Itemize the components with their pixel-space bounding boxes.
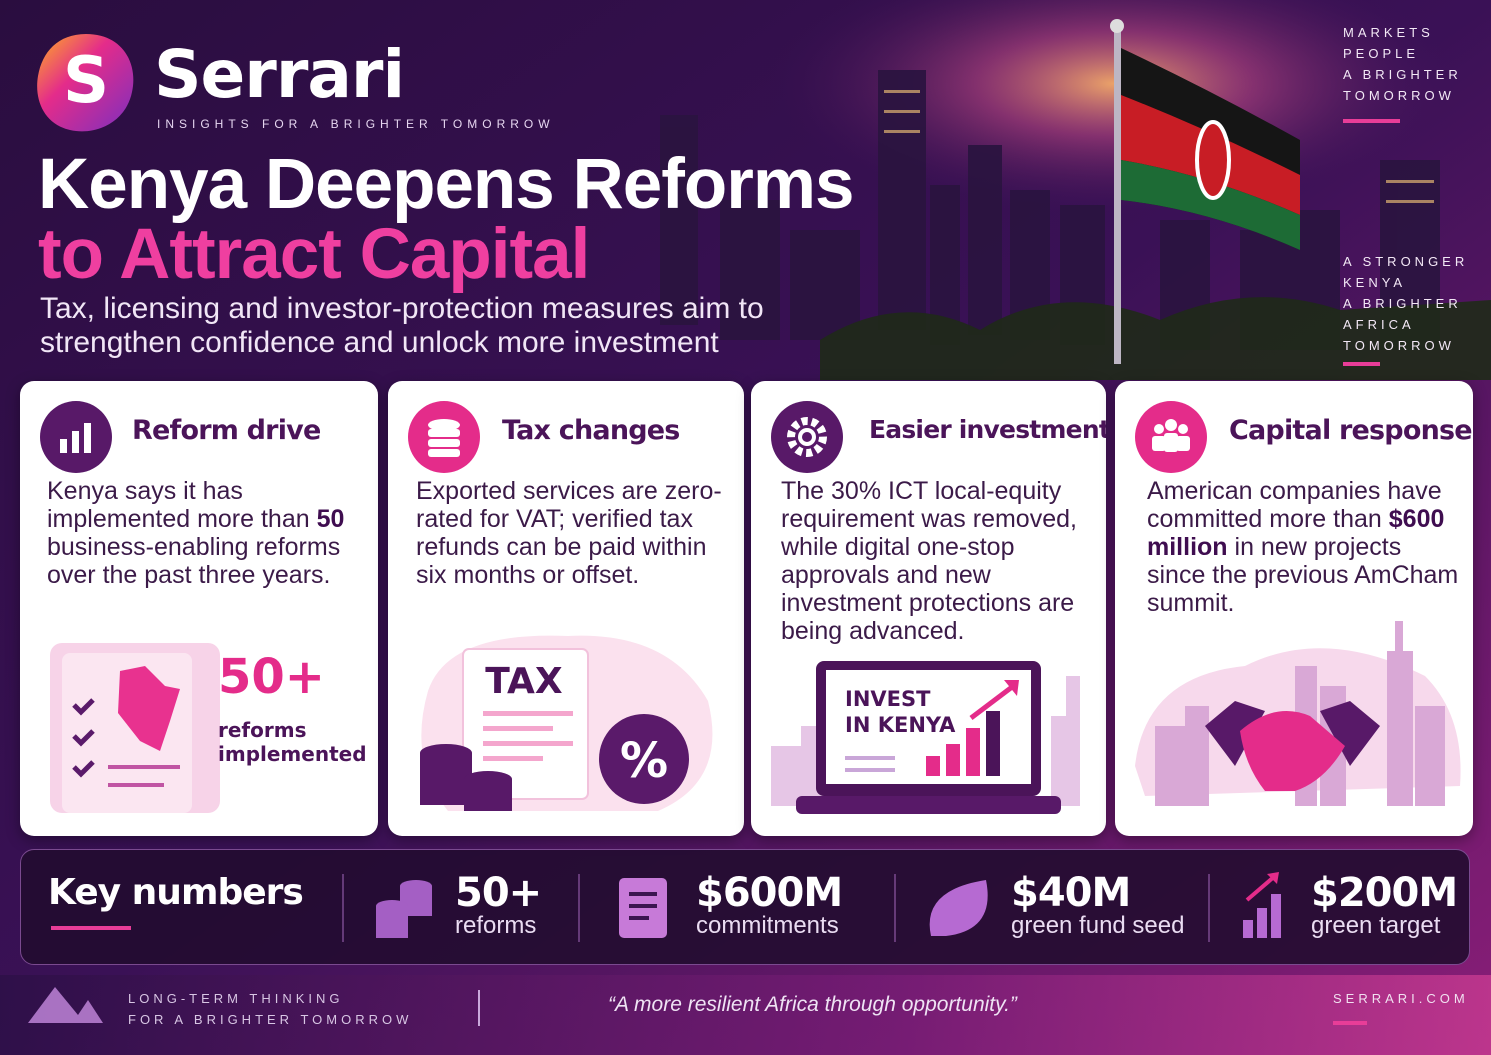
key-label: green fund seed: [1011, 912, 1185, 939]
body-text: in new projects since the previous AmCha…: [1147, 533, 1459, 617]
side-line: MARKETS: [1343, 25, 1434, 40]
key-value: $600M: [696, 870, 843, 916]
side-line: TOMORROW: [1343, 338, 1455, 353]
body-text: Kenya says it has implemented more than: [47, 477, 317, 533]
card-body: The 30% ICT local-equity requirement was…: [781, 477, 1091, 645]
side-line: AFRICA: [1343, 317, 1415, 332]
key-value: 50+: [455, 870, 542, 916]
art-text: %: [620, 733, 668, 789]
illustration: 50+ reforms implemented: [50, 643, 367, 813]
card: Capital response American companies have…: [1115, 381, 1473, 836]
body-text: 50: [316, 505, 345, 533]
card-title: Reform drive: [132, 415, 321, 446]
underline: [51, 926, 131, 930]
brand-tagline: INSIGHTS FOR A BRIGHTER TOMORROW: [157, 117, 555, 131]
side-line: A STRONGER: [1343, 254, 1469, 269]
side-line: TOMORROW: [1343, 88, 1455, 103]
key-label: commitments: [696, 912, 839, 939]
body-text: business-enabling reforms over the past …: [47, 533, 341, 589]
key-value: $40M: [1011, 870, 1131, 916]
art-text: IN KENYA: [845, 713, 956, 737]
side-line: A BRIGHTER: [1343, 296, 1462, 311]
icon: [1135, 401, 1207, 473]
icon: [40, 401, 112, 473]
card: Tax changes Exported services are zero-r…: [388, 381, 744, 836]
key-icons: [342, 872, 1281, 942]
body-text: The 30% ICT local-equity requirement was…: [781, 477, 1077, 645]
key-value: $200M: [1311, 870, 1458, 916]
side-line: PEOPLE: [1343, 46, 1420, 61]
key-numbers-title: Key numbers: [48, 872, 304, 913]
footer-line: FOR A BRIGHTER TOMORROW: [128, 1012, 413, 1027]
card-body: Exported services are zero-rated for VAT…: [416, 477, 726, 589]
card: Reform drive Kenya says it has implement…: [20, 381, 378, 836]
key-label: green target: [1311, 912, 1441, 939]
side-text: MARKETS PEOPLE A BRIGHTER TOMORROW: [1343, 22, 1462, 106]
logo: S: [37, 34, 134, 132]
footer-line: LONG-TERM THINKING: [128, 991, 344, 1006]
illustration: TAX %: [420, 635, 713, 811]
footer-left: LONG-TERM THINKING FOR A BRIGHTER TOMORR…: [128, 988, 412, 1030]
title: to Attract Capital: [38, 215, 590, 294]
card-title: Capital response: [1229, 415, 1473, 446]
icon: [771, 401, 843, 473]
icon: [408, 401, 480, 473]
art-number: 50+: [218, 649, 325, 705]
body-text: American companies have committed more t…: [1147, 477, 1442, 533]
side-line: KENYA: [1343, 275, 1407, 290]
quote: “A more resilient Africa through opportu…: [608, 993, 1017, 1016]
card-body: American companies have committed more t…: [1147, 477, 1462, 617]
subtitle: Tax, licensing and investor-protection m…: [40, 292, 764, 359]
body-text: $600 million: [1147, 505, 1445, 561]
side-text: A STRONGER KENYA A BRIGHTER AFRICA TOMORROW: [1343, 251, 1468, 356]
body-text: Exported services are zero-rated for VAT…: [416, 477, 722, 589]
site: SERRARI.COM: [1333, 991, 1469, 1006]
art-text: TAX: [485, 661, 563, 702]
illustration: [1135, 621, 1461, 806]
card: Easier investment The 30% ICT local-equi…: [751, 381, 1106, 836]
brand-name: Serrari: [154, 36, 405, 113]
card-body: Kenya says it has implemented more than …: [47, 477, 357, 589]
art-label: implemented: [218, 742, 367, 766]
art-label: reforms: [218, 718, 306, 742]
title: Kenya Deepens Reforms: [38, 145, 855, 224]
card-title: Easier investment: [869, 415, 1106, 444]
key-numbers: Key numbers 50+ reforms $600M commitments $4…: [20, 849, 1470, 965]
card-title: Tax changes: [502, 415, 680, 446]
art-text: INVEST: [845, 687, 931, 711]
logo-letter: S: [63, 44, 109, 118]
key-label: reforms: [455, 912, 537, 939]
side-line: A BRIGHTER: [1343, 67, 1462, 82]
illustration: INVEST IN KENYA: [771, 661, 1080, 814]
